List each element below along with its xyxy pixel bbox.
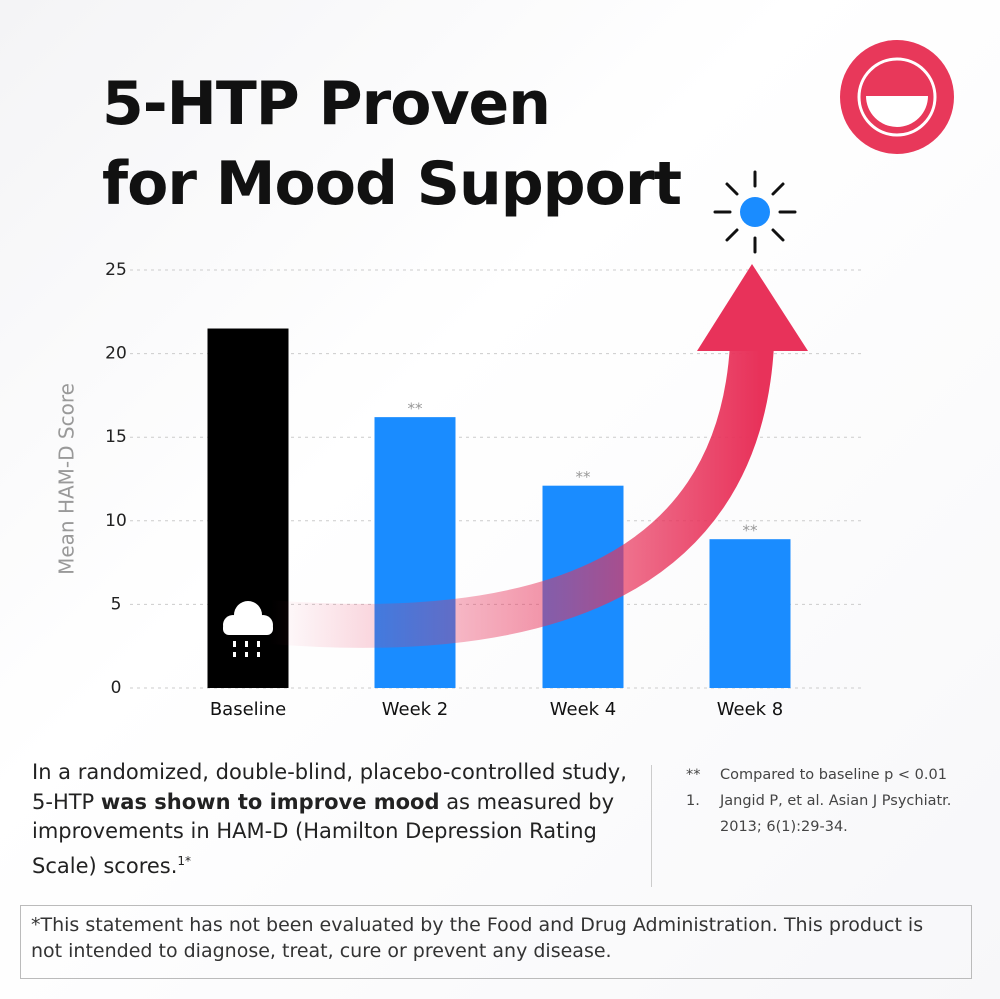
smiley-icon — [840, 40, 954, 154]
cloud-icon — [223, 601, 273, 657]
y-tick-label: 10 — [105, 511, 127, 531]
y-tick-label: 5 — [111, 594, 122, 614]
title-line: 5-HTP Proven — [102, 69, 551, 139]
footnote: 1. Jangid P, et al. Asian J Psychiatr. 20… — [686, 788, 986, 840]
text: In a randomized, double-blind, placebo-c… — [32, 760, 627, 814]
sun-icon — [713, 170, 797, 254]
title-line: for Mood Support — [102, 149, 682, 219]
y-tick-label: 15 — [105, 427, 127, 447]
separator — [651, 765, 652, 887]
text: as measured by improvements in HAM-D (Ha… — [32, 789, 615, 878]
x-tick-label: Week 4 — [550, 699, 617, 720]
x-tick-label: Week 2 — [382, 699, 449, 720]
title: 5-HTP Proven for Mood Support — [102, 64, 682, 224]
y-tick-label: 0 — [111, 678, 122, 698]
arrow-body — [268, 343, 774, 648]
bold-text: was shown to improve mood — [100, 789, 440, 814]
note-text: Compared to baseline p < 0.01 — [720, 767, 947, 783]
significance-mark: ** — [408, 400, 424, 418]
marker: 1. — [686, 793, 700, 809]
arrow-head — [697, 264, 808, 351]
marker: ** — [686, 767, 701, 783]
significance-mark: ** — [576, 468, 592, 486]
x-tick-label: Baseline — [210, 699, 286, 720]
y-tick-label: 20 — [105, 344, 127, 364]
note-text: Jangid P, et al. Asian J Psychiatr. 2013… — [720, 793, 952, 835]
superscript: 1* — [177, 853, 192, 868]
disclaimer: *This statement has not been evaluated b… — [20, 905, 972, 979]
y-axis-label: Mean HAM-D Score — [55, 383, 79, 575]
y-tick-label: 25 — [105, 260, 127, 280]
significance-mark: ** — [743, 522, 759, 540]
bar — [709, 539, 791, 688]
footnote: ** Compared to baseline p < 0.01 — [686, 762, 986, 788]
body-text: In a randomized, double-blind, placebo-c… — [32, 758, 632, 881]
footnotes: ** Compared to baseline p < 0.01 1. Jangid… — [686, 762, 986, 840]
x-tick-label: Week 8 — [717, 699, 784, 720]
